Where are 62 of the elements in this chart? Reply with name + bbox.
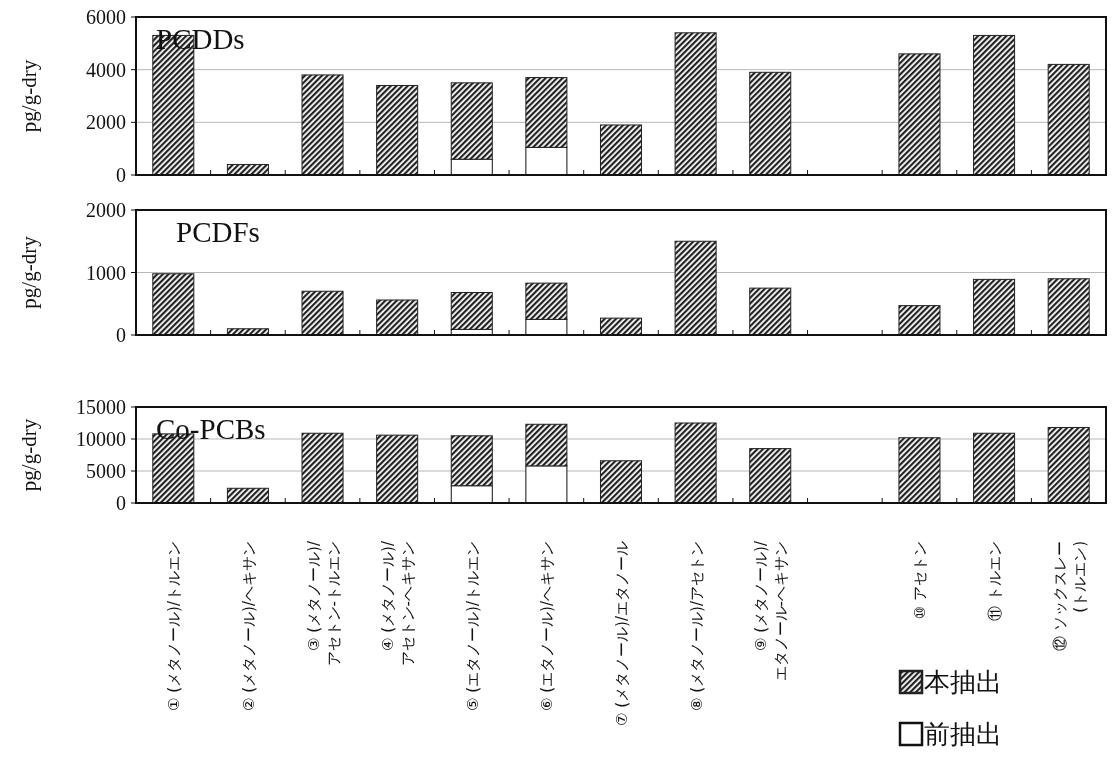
bar bbox=[301, 432, 344, 504]
y-axis-title: pg/g-dry bbox=[17, 418, 41, 492]
x-tick-label: ② (メタノール)/ヘキサン bbox=[239, 541, 258, 711]
bar bbox=[450, 435, 493, 487]
chart-title: PCDFs bbox=[176, 216, 260, 248]
bar bbox=[599, 317, 643, 336]
bar bbox=[973, 34, 1016, 176]
bar bbox=[749, 448, 792, 504]
bar bbox=[973, 278, 1016, 336]
bar bbox=[525, 77, 568, 148]
y-tick-label: 10000 bbox=[76, 428, 126, 450]
x-tick-label: ⑩ アセトン bbox=[911, 541, 930, 620]
x-tick-label: ③ (メタノール)/ アセトン-トルエン bbox=[304, 540, 343, 667]
legend-label: 前抽出 bbox=[924, 719, 1002, 749]
legend-label: 本抽出 bbox=[924, 667, 1002, 697]
y-tick-label: 15000 bbox=[76, 396, 126, 418]
bar bbox=[376, 434, 419, 504]
x-tick-label: ⑪ トルエン bbox=[986, 541, 1005, 621]
chart-title: PCDDs bbox=[156, 23, 245, 55]
x-tick-label: ⑥ (エタノール)/ヘキサン bbox=[538, 541, 557, 711]
y-axis-title: pg/g-dry bbox=[17, 235, 41, 309]
x-tick-label: ⑤ (エタノール)/トルエン bbox=[463, 541, 482, 711]
x-tick-label: ① (メタノール)/トルエン bbox=[165, 541, 184, 711]
y-tick-label: 5000 bbox=[86, 460, 126, 482]
y-tick-label: 2000 bbox=[86, 199, 126, 221]
bar bbox=[376, 84, 419, 176]
bar bbox=[898, 53, 941, 176]
y-tick-label: 2000 bbox=[86, 111, 126, 134]
y-tick-label: 4000 bbox=[86, 58, 126, 81]
bar bbox=[376, 299, 419, 336]
chart-title: Co-PCBs bbox=[156, 413, 266, 445]
bar bbox=[749, 287, 792, 336]
bar bbox=[674, 240, 717, 336]
bar bbox=[1047, 426, 1090, 504]
bar bbox=[674, 422, 717, 504]
x-tick-label: ⑦ (メタノール)/エタノール bbox=[613, 541, 631, 726]
bar bbox=[898, 305, 941, 336]
x-tick-label: ⑧ (メタノール)/アセトン bbox=[687, 541, 706, 711]
bar bbox=[152, 273, 195, 336]
bar bbox=[525, 423, 568, 467]
bar bbox=[525, 282, 568, 320]
bar bbox=[450, 292, 493, 330]
y-axis-title: pg/g-dry bbox=[17, 59, 41, 133]
y-tick-label: 0 bbox=[116, 492, 126, 514]
bar bbox=[599, 460, 643, 504]
bar bbox=[898, 437, 941, 504]
bar bbox=[1047, 63, 1090, 176]
bar bbox=[301, 290, 344, 336]
y-tick-label: 6000 bbox=[86, 6, 126, 28]
bar bbox=[301, 74, 344, 176]
bar bbox=[1047, 278, 1090, 336]
bar bbox=[599, 124, 643, 176]
x-tick-label: ⑨ (メタノール)/ エタノール-ヘキサン bbox=[752, 540, 791, 682]
y-tick-label: 0 bbox=[116, 324, 126, 346]
bar bbox=[450, 82, 493, 160]
x-tick-label: ④ (メタノール)/ アセトン-ヘキサン bbox=[379, 540, 418, 667]
bar bbox=[749, 71, 792, 176]
bar bbox=[674, 32, 717, 176]
bar bbox=[973, 432, 1016, 504]
x-tick-label: ⑫ ソックスレー (トルエン) bbox=[1050, 541, 1089, 651]
y-tick-label: 1000 bbox=[86, 261, 126, 284]
y-tick-label: 0 bbox=[116, 164, 126, 186]
